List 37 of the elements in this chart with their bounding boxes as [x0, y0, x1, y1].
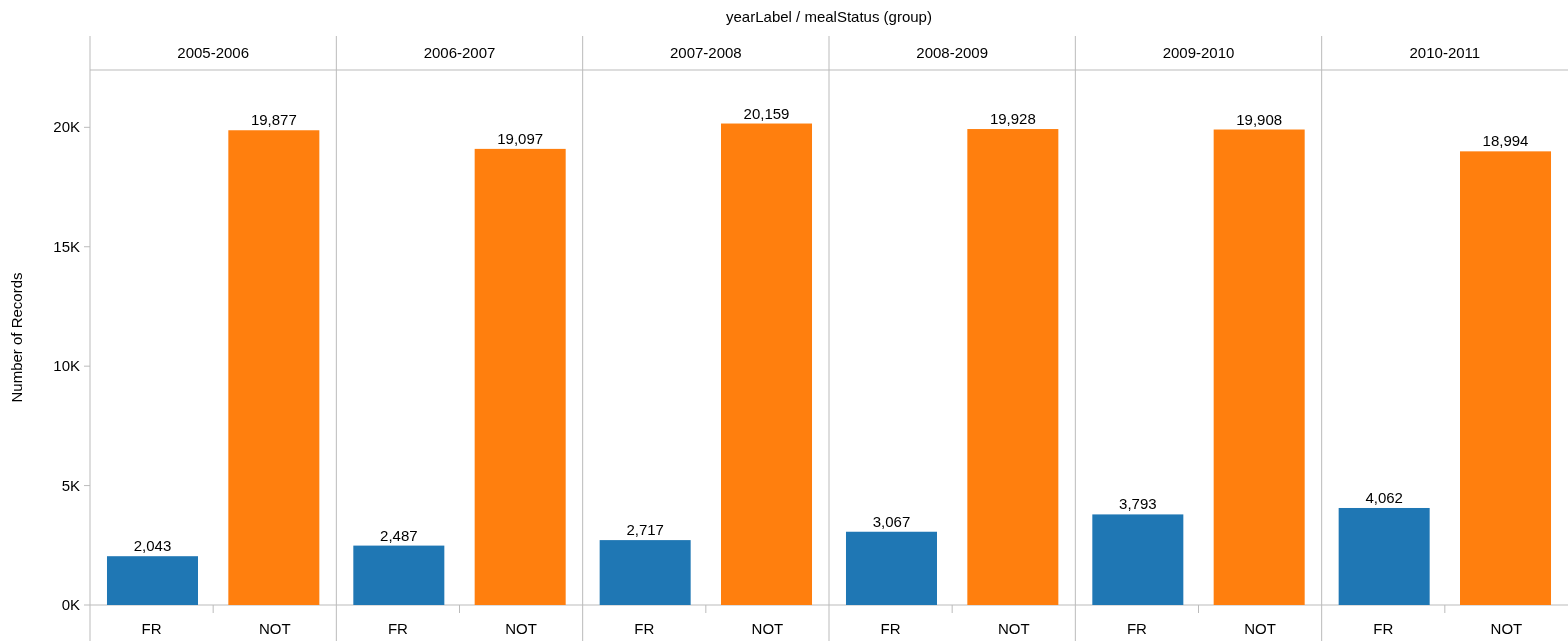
text: yearLabel / mealStatus (group) [726, 8, 932, 25]
data-label: 18,994 [1482, 132, 1529, 150]
y-tick-label: 15K [53, 237, 80, 255]
y-tick-label: 5K [61, 476, 80, 494]
data-label: 19,097 [497, 129, 544, 147]
x-tick-label: NOT [1244, 620, 1276, 637]
chart-title: 2009-2010 [1162, 44, 1235, 61]
chart-title: 2006-2007 [423, 44, 496, 61]
y-tick-label: 0K [61, 596, 80, 613]
x-tick-label: FR [387, 620, 409, 637]
x-tick-label: FR [1126, 620, 1148, 637]
data-label: 2,717 [626, 521, 664, 539]
data-label: 3,067 [872, 512, 911, 530]
chart-title: 2008-2009 [916, 44, 989, 61]
y-tick-label: 10K [53, 357, 80, 375]
y-tick-label: 20K [53, 118, 80, 136]
x-tick-label: FR [634, 620, 655, 637]
x-tick-label: NOT [1490, 620, 1523, 637]
data-label: 2,043 [133, 537, 172, 555]
x-tick-label: FR [141, 620, 162, 637]
x-tick-label: NOT [751, 620, 784, 637]
chart-title: 2005-2006 [177, 44, 250, 61]
x-tick-label: FR [880, 620, 901, 637]
data-label: 4,062 [1365, 488, 1403, 506]
x-tick-label: NOT [505, 620, 537, 637]
data-label: 19,877 [250, 111, 297, 129]
chart-title: 2010-2011 [1409, 44, 1481, 61]
x-tick-label: FR [1373, 620, 1394, 637]
data-label: 20,159 [743, 104, 790, 122]
x-tick-label: NOT [997, 620, 1030, 637]
x-tick-label: NOT [258, 620, 291, 637]
data-label: 2,487 [380, 526, 418, 544]
data-label: 19,908 [1236, 110, 1283, 128]
data-label: 19,928 [989, 110, 1036, 128]
y-axis-title: Number of Records [8, 272, 25, 403]
chart-title: 2007-2008 [669, 44, 742, 61]
data-label: 3,793 [1119, 495, 1157, 513]
